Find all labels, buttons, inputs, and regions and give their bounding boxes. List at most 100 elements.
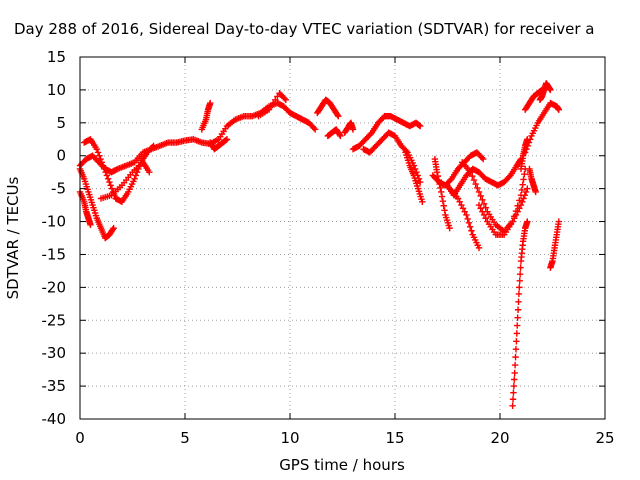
data-point [517,264,524,271]
data-point [510,382,518,390]
y-tick-label: -35 [42,377,67,395]
data-point [516,277,523,284]
y-tick-label: -10 [42,213,67,231]
data-point [465,219,473,227]
series-arc-a [76,99,319,176]
data-point [512,207,520,215]
data-point [441,207,448,214]
y-tick-label: 0 [56,147,66,165]
series-arc-aa [547,218,562,271]
data-point [440,202,447,209]
data-point [524,218,531,225]
data-point [555,218,562,225]
x-axis-title: GPS time / hours [279,456,405,474]
x-tick-label: 20 [490,429,509,447]
data-point [513,338,520,345]
data-point [282,96,289,103]
data-point [97,155,104,163]
data-point [555,106,562,113]
data-point [514,322,521,329]
series-arc-t [475,165,529,238]
data-point [468,227,475,234]
series-arc-p [429,149,487,189]
x-tick-label: 10 [280,429,299,447]
data-point [511,376,518,383]
data-point [463,211,470,219]
data-point [547,86,554,94]
data-point [520,176,527,183]
data-point [532,188,539,196]
data-point [477,205,484,212]
plot-frame [79,56,606,420]
y-tick-label: 5 [56,114,66,132]
series-arc-y [536,80,554,103]
data-point [419,198,426,205]
data-point [469,172,476,180]
data-point [512,353,519,361]
data-point [334,111,341,119]
series-arc-e [97,159,153,202]
data-point [511,213,518,220]
data-point [506,173,513,180]
data-point [464,215,471,223]
data-point [107,182,114,189]
data-point [104,175,112,182]
data-point [470,176,478,184]
data-point [517,192,525,199]
series-arc-d [81,136,157,205]
data-point [516,197,523,204]
series-arc-h [255,90,289,120]
chart-title: Day 288 of 2016, Sidereal Day-to-day VTE… [14,20,595,38]
data-point [207,99,214,107]
series-arc-b [76,165,117,242]
series-arc-n [402,149,426,205]
data-point [515,290,523,298]
data-points [76,80,562,410]
data-point [477,192,484,200]
data-point [223,136,231,143]
data-point [93,145,100,153]
series-arc-w [526,165,539,196]
data-point [146,168,153,176]
series-arc-u [509,218,531,410]
data-point [336,131,343,138]
y-tick-label: -25 [42,311,67,329]
data-point [512,346,520,353]
data-point [479,196,486,204]
data-point [110,224,117,232]
series-arc-g [207,136,231,153]
data-point [511,369,518,377]
data-point [513,330,520,337]
data-point [335,113,342,120]
data-point [108,185,116,192]
data-point [433,168,441,176]
data-point [480,155,487,163]
data-point [270,99,277,107]
series-arc-l [349,113,424,153]
data-point [337,132,344,140]
data-point [482,215,489,222]
data-point [474,184,481,192]
data-point [417,122,424,130]
data-point [96,152,103,159]
data-point [461,208,468,215]
y-axis-title: SDTVAR / TECUs [4,176,22,299]
data-point [527,136,534,143]
data-point [515,298,522,306]
data-point [524,185,531,192]
data-point [519,198,526,205]
series-arc-k [341,119,357,136]
data-point [518,186,526,194]
data-point [150,142,157,150]
data-point [509,402,516,410]
series-arc-x [522,99,562,156]
data-point [472,180,479,188]
data-point [458,201,465,209]
data-point [102,168,109,176]
data-point [467,168,474,176]
series-arc-r [446,185,483,252]
data-point [538,86,546,94]
data-point [446,224,453,232]
data-point [281,95,288,102]
data-point [478,154,486,161]
